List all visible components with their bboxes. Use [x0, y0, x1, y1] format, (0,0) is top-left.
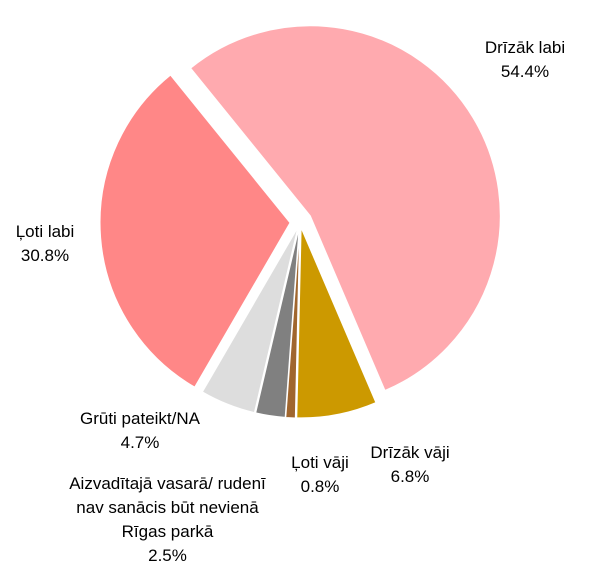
pie-slice [285, 227, 301, 419]
slice-label: Drīzāk labi 54.4% [470, 36, 580, 84]
pie-slice [255, 227, 300, 418]
category-label: Drīzāk labi [484, 38, 566, 57]
category-label: Ļoti labi [15, 222, 75, 241]
pie-slice [99, 74, 291, 388]
category-label: Ļoti vāji [291, 453, 349, 472]
value-label: 30.8% [20, 246, 70, 265]
pie-slice [296, 227, 377, 419]
value-label: 4.7% [120, 433, 160, 452]
pie-slice [201, 227, 299, 414]
value-label: 0.8% [300, 477, 340, 496]
slice-label: Ļoti vāji 0.8% [270, 451, 370, 499]
pie-slice [190, 25, 501, 392]
category-label: Aizvadītajā vasarā/ rudenī nav sanācis b… [69, 474, 266, 541]
slice-label: Grūti pateikt/NA 4.7% [50, 407, 230, 455]
value-label: 2.5% [148, 546, 187, 565]
slice-label: Drīzāk vāji 6.8% [355, 441, 465, 489]
slice-label: Aizvadītajā vasarā/ rudenī nav sanācis b… [55, 472, 280, 568]
value-label: 54.4% [500, 62, 550, 81]
value-label: 6.8% [390, 467, 430, 486]
slice-label: Ļoti labi 30.8% [0, 220, 90, 268]
category-label: Drīzāk vāji [370, 443, 450, 462]
category-label: Grūti pateikt/NA [80, 409, 200, 428]
